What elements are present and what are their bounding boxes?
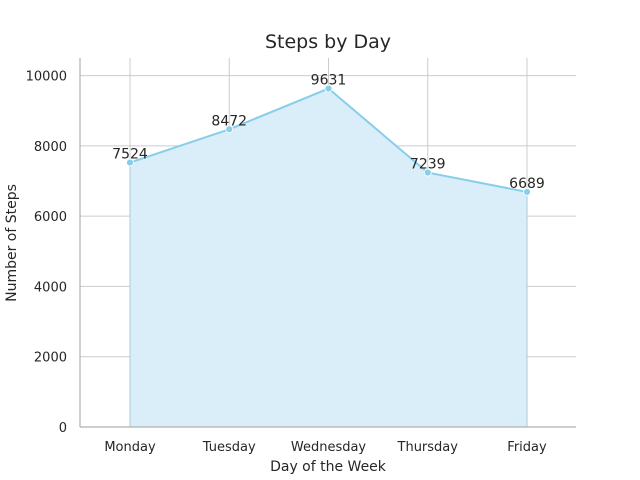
y-tick-label: 10000 xyxy=(26,70,67,85)
axes-layer xyxy=(79,58,576,428)
data-label: 9631 xyxy=(311,73,347,89)
chart-title: Steps by Day xyxy=(265,31,391,53)
data-point xyxy=(324,84,333,93)
y-tick-label: 8000 xyxy=(34,140,67,155)
x-tick-label: Thursday xyxy=(397,440,459,455)
data-label: 7524 xyxy=(112,147,148,163)
x-tick-label: Monday xyxy=(104,440,156,455)
y-tick-label: 4000 xyxy=(34,280,67,295)
x-tick-label: Friday xyxy=(507,440,547,455)
data-point xyxy=(126,158,134,167)
area-fill xyxy=(130,88,527,427)
area-layer xyxy=(129,88,528,427)
y-tick-label: 2000 xyxy=(34,351,67,366)
data-point xyxy=(225,125,234,134)
x-tick-label: Tuesday xyxy=(202,440,256,455)
y-tick-label: 6000 xyxy=(34,210,67,225)
data-label: 7239 xyxy=(410,157,446,173)
data-point xyxy=(423,168,432,177)
data-label: 6689 xyxy=(509,176,545,192)
x-axis-label: Day of the Week xyxy=(270,459,387,475)
y-tick-label: 0 xyxy=(59,421,67,436)
data-label: 8472 xyxy=(211,113,247,129)
marks-layer xyxy=(126,84,531,196)
x-tick-label: Wednesday xyxy=(291,440,367,455)
y-axis-label: Number of Steps xyxy=(4,184,20,302)
labels-layer: 0 2000 4000 6000 8000 10000 Monday Tuesday Wedne… xyxy=(26,70,547,455)
data-point xyxy=(523,188,531,196)
